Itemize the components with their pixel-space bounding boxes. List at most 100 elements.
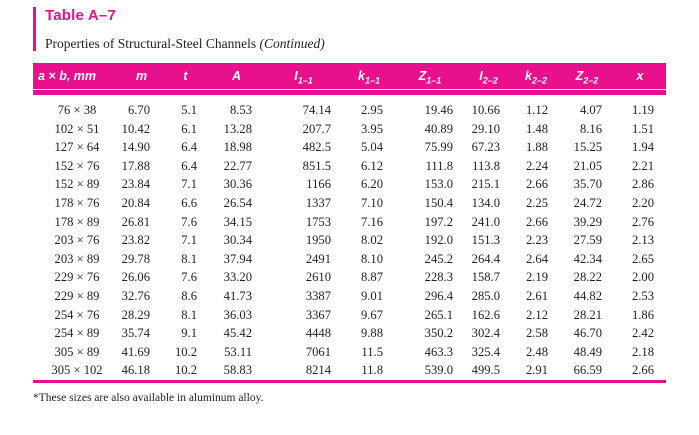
value-cell: 8.53 [229,103,252,117]
col-header-size: a × b, mm [33,63,121,89]
col-header-I2-2: I2–2 [465,63,512,89]
value-cell: 7.6 [181,214,197,229]
subtitle-continued: (Continued) [259,36,325,51]
value-cell: 75.99 [424,140,453,155]
col-header-k2-2: k2–2 [512,63,560,89]
value-cell: 153.0 [424,177,453,192]
value-cell: 48.49 [573,344,602,359]
size-cell: 203 × 76 [54,233,100,248]
value-cell: 499.5 [471,363,500,378]
value-cell: 41.69 [121,344,150,359]
value-cell: 20.84 [121,195,150,210]
value-cell: 39.29 [573,214,602,229]
size-cell: 254 × 76 [54,307,100,322]
value-cell: 21.05 [573,158,602,173]
value-cell: 4448 [305,326,331,341]
value-cell: 23.84 [121,177,150,192]
channel-properties-table: a × b, mm m t A I1–1 k1–1 Z1–1 I2–2 k2–2… [33,63,666,383]
subtitle-text: Properties of Structural-Steel Channels [45,36,257,51]
value-cell: 463.3 [424,344,453,359]
value-cell: 1.48 [525,121,548,136]
value-cell: 26.81 [121,214,150,229]
value-cell: 10.2 [174,363,197,378]
value-cell: 2610 [305,270,331,285]
size-cell: 178 × 76 [54,195,100,210]
value-cell: 2.66 [631,363,654,378]
value-cell: 8.10 [360,251,383,266]
size-cell: 229 × 76 [54,270,100,285]
value-cell: 2.18 [631,344,654,359]
table-subtitle: Properties of Structural-Steel Channels … [45,36,667,51]
value-cell: 6.4 [181,158,197,173]
value-cell: 7061 [305,344,331,359]
value-cell: 15.25 [573,140,602,155]
value-cell: 5.04 [360,140,383,155]
value-cell: 74.14 [302,103,331,117]
value-cell: 2.53 [631,288,654,303]
value-cell: 285.0 [471,288,500,303]
value-cell: 2491 [305,251,331,266]
value-cell: 23.82 [121,233,150,248]
col-header-A: A [209,63,264,89]
value-cell: 33.20 [223,270,252,285]
value-cell: 19.46 [424,103,453,117]
value-cell: 1337 [305,195,331,210]
value-cell: 2.65 [631,251,654,266]
value-cell: 7.10 [360,195,383,210]
value-cell: 7.16 [360,214,383,229]
size-cell: 152 × 89 [54,177,100,192]
value-cell: 1.51 [631,121,654,136]
value-cell: 2.61 [525,288,548,303]
value-cell: 41.73 [223,288,252,303]
table-row: 229 × 76 26.06 7.6 33.20 2610 8.87 228.3 158.7 2… [33,268,666,287]
value-cell: 265.1 [424,307,453,322]
value-cell: 18.98 [223,140,252,155]
value-cell: 2.25 [525,195,548,210]
value-cell: 35.74 [121,326,150,341]
table-row: 102 × 51 10.42 6.1 13.28 207.7 3.95 40.89 29.10… [33,120,666,139]
col-header-x: x [614,63,666,89]
value-cell: 1.12 [525,103,548,117]
value-cell: 158.7 [471,270,500,285]
value-cell: 2.66 [525,214,548,229]
table-row: 152 × 76 17.88 6.4 22.77 851.5 6.12 111.8 113.8… [33,157,666,176]
value-cell: 29.78 [121,251,150,266]
value-cell: 26.54 [223,195,252,210]
value-cell: 2.86 [631,177,654,192]
table-row: 254 × 76 28.29 8.1 36.03 3367 9.67 265.1 162.6 2… [33,306,666,325]
value-cell: 2.66 [525,177,548,192]
header-strip [33,88,666,95]
value-cell: 6.4 [181,140,197,155]
value-cell: 5.1 [181,103,197,117]
value-cell: 28.29 [121,307,150,322]
value-cell: 45.42 [223,326,252,341]
value-cell: 1950 [305,233,331,248]
table-row: 203 × 76 23.82 7.1 30.34 1950 8.02 192.0 151.3 2… [33,231,666,250]
col-header-I1-1: I1–1 [264,63,343,89]
title-block: Table A–7 Properties of Structural-Steel… [33,7,667,51]
value-cell: 9.88 [360,326,383,341]
value-cell: 36.03 [223,307,252,322]
value-cell: 26.06 [121,270,150,285]
value-cell: 30.36 [223,177,252,192]
value-cell: 28.22 [573,270,602,285]
value-cell: 8.1 [181,251,197,266]
value-cell: 151.3 [471,233,500,248]
table-row: 127 × 64 14.90 6.4 18.98 482.5 5.04 75.99 67.23… [33,138,666,157]
value-cell: 2.48 [525,344,548,359]
value-cell: 58.83 [223,363,252,378]
value-cell: 1.94 [631,140,654,155]
value-cell: 134.0 [471,195,500,210]
size-cell: 178 × 89 [54,214,100,229]
value-cell: 11.5 [361,344,383,359]
footnote: *These sizes are also available in alumi… [33,391,264,404]
table-row: 76 × 38 6.70 5.1 8.53 74.14 2.95 19.46 10.66 1.1… [33,95,666,120]
size-cell: 102 × 51 [54,121,100,136]
col-header-t: t [162,63,209,89]
value-cell: 4.07 [579,103,602,117]
value-cell: 1.19 [631,103,654,117]
value-cell: 2.00 [631,270,654,285]
value-cell: 241.0 [471,214,500,229]
value-cell: 34.15 [223,214,252,229]
value-cell: 2.21 [631,158,654,173]
